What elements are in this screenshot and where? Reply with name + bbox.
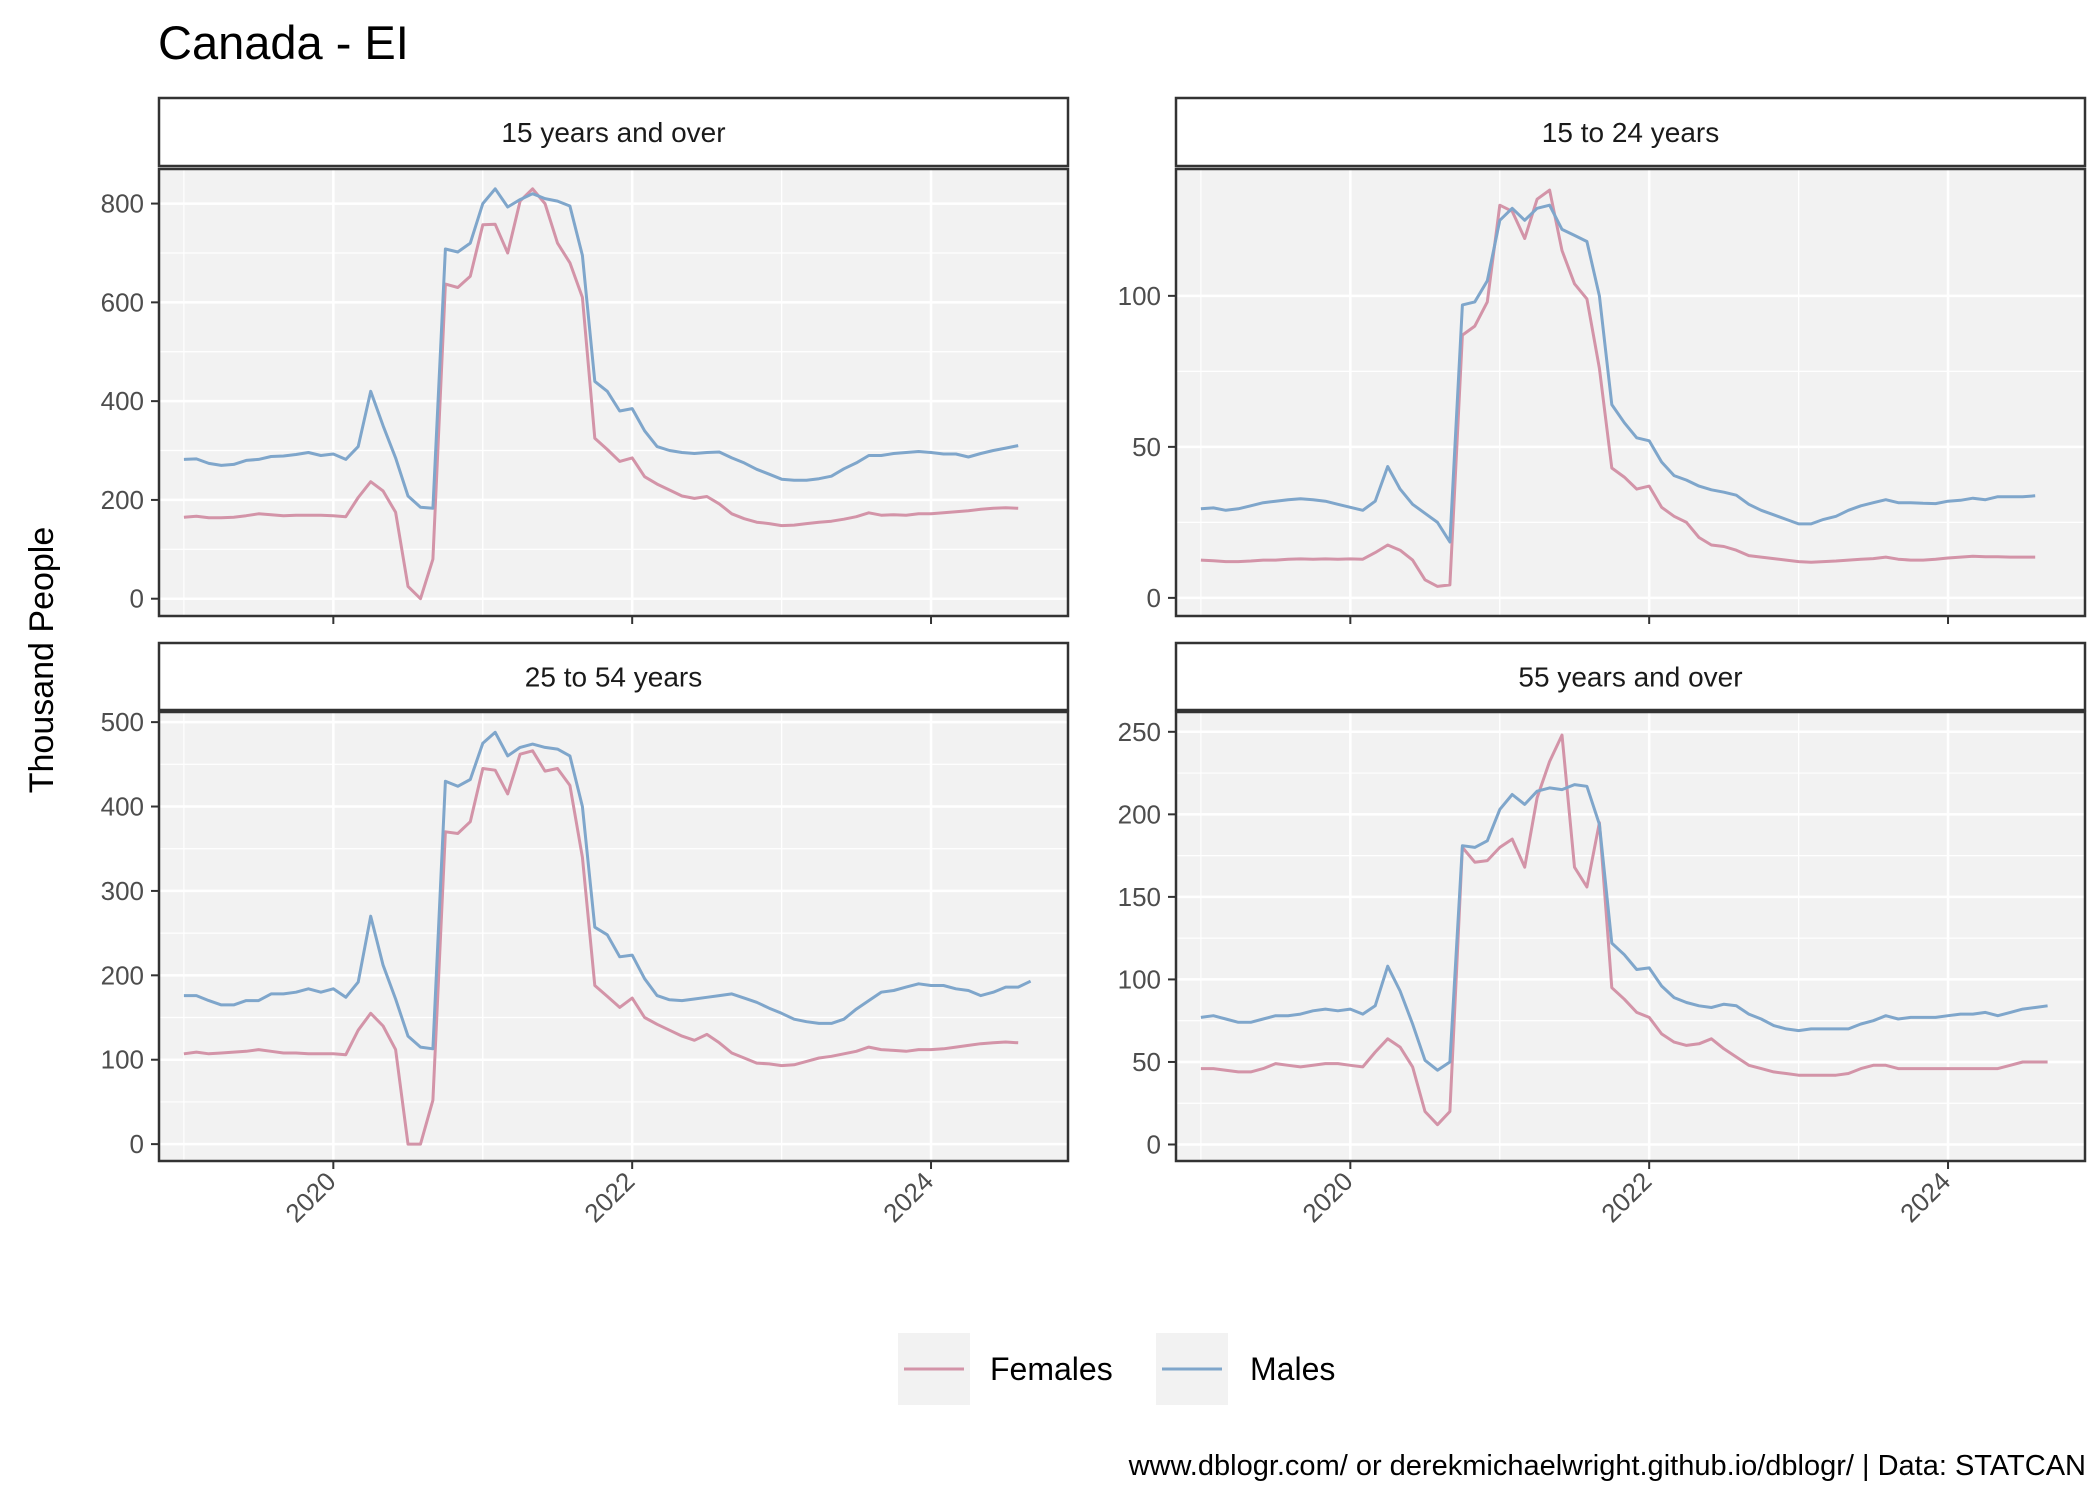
y-tick-label: 400 xyxy=(101,386,144,416)
panel-border-15-years-and-over xyxy=(157,167,1070,618)
panel-border-15-to-24-years xyxy=(1174,167,2087,618)
series-line-females-25-to-54-years xyxy=(183,749,1019,1146)
y-tick-label: 0 xyxy=(130,584,144,614)
y-tick-label: 250 xyxy=(1118,717,1161,747)
x-tick-label: 2022 xyxy=(1595,1166,1657,1228)
strip-15-years-and-over xyxy=(157,96,1070,168)
strip-55-years-and-over xyxy=(1174,641,2087,712)
x-tick-label: 2022 xyxy=(578,1166,640,1228)
y-tick-label: 300 xyxy=(101,876,144,906)
y-tick-label: 200 xyxy=(1118,799,1161,829)
panel-border-25-to-54-years xyxy=(157,710,1070,1163)
strip-15-to-24-years xyxy=(1174,96,2087,168)
series-line-females-15-years-and-over xyxy=(183,187,1019,601)
facet-panels: 15 years and over 0 200 400 600 800 15 to 24 y… xyxy=(101,96,2087,1228)
strip-25-to-54-years xyxy=(157,641,1070,712)
y-tick-label: 100 xyxy=(1118,964,1161,994)
panel-15-to-24-years: 15 to 24 years 0 50 100 xyxy=(1118,96,2087,624)
chart-title: Canada - EI xyxy=(158,16,409,69)
y-tick-label: 150 xyxy=(1118,882,1161,912)
series-line-males-25-to-54-years xyxy=(183,730,1032,1051)
panel-background-15-to-24-years xyxy=(1176,169,2085,616)
panel-border-55-years-and-over xyxy=(1174,710,2087,1163)
panel-55-years-and-over: 55 years and over 0 50 100 150 200 250 2020 2022… xyxy=(1118,641,2087,1228)
y-tick-label: 0 xyxy=(1147,583,1161,613)
panel-background-55-years-and-over xyxy=(1176,712,2085,1161)
x-tick-label: 2024 xyxy=(1894,1166,1956,1228)
y-tick-label: 100 xyxy=(1118,281,1161,311)
y-tick-label: 200 xyxy=(101,960,144,990)
y-axis-title: Thousand People xyxy=(23,527,61,794)
y-tick-label: 50 xyxy=(1132,432,1161,462)
y-tick-label: 800 xyxy=(101,189,144,219)
y-tick-label: 200 xyxy=(101,485,144,515)
x-tick-label: 2020 xyxy=(279,1166,341,1228)
series-line-females-55-years-and-over xyxy=(1200,733,2048,1127)
strip-label-15-to-24-years: 15 to 24 years xyxy=(1542,117,1719,148)
series-line-males-15-to-24-years xyxy=(1200,203,2036,544)
panel-25-to-54-years: 25 to 54 years 0 100 200 300 400 500 2020 2022 20… xyxy=(101,641,1070,1228)
chart-caption: www.dblogr.com/ or derekmichaelwright.gi… xyxy=(1128,1450,2086,1482)
panel-15-years-and-over: 15 years and over 0 200 400 600 800 xyxy=(101,96,1070,624)
strip-label-55-years-and-over: 55 years and over xyxy=(1518,662,1742,693)
panel-background-15-years-and-over xyxy=(159,169,1068,616)
y-tick-label: 0 xyxy=(1147,1129,1161,1159)
x-tick-label: 2020 xyxy=(1296,1166,1358,1228)
panel-background-25-to-54-years xyxy=(159,712,1068,1161)
legend-label-females: Females xyxy=(990,1351,1113,1387)
series-line-females-15-to-24-years xyxy=(1200,188,2036,588)
y-tick-label: 0 xyxy=(130,1129,144,1159)
y-tick-label: 500 xyxy=(101,707,144,737)
y-tick-label: 100 xyxy=(101,1045,144,1075)
legend: Females Males xyxy=(898,1333,1335,1405)
y-tick-label: 400 xyxy=(101,792,144,822)
series-line-males-55-years-and-over xyxy=(1200,783,2048,1072)
strip-label-15-years-and-over: 15 years and over xyxy=(501,117,725,148)
series-line-males-15-years-and-over xyxy=(183,187,1019,510)
legend-label-males: Males xyxy=(1250,1351,1335,1387)
strip-label-25-to-54-years: 25 to 54 years xyxy=(525,662,702,693)
y-tick-label: 50 xyxy=(1132,1047,1161,1077)
x-tick-label: 2024 xyxy=(877,1166,939,1228)
y-tick-label: 600 xyxy=(101,287,144,317)
